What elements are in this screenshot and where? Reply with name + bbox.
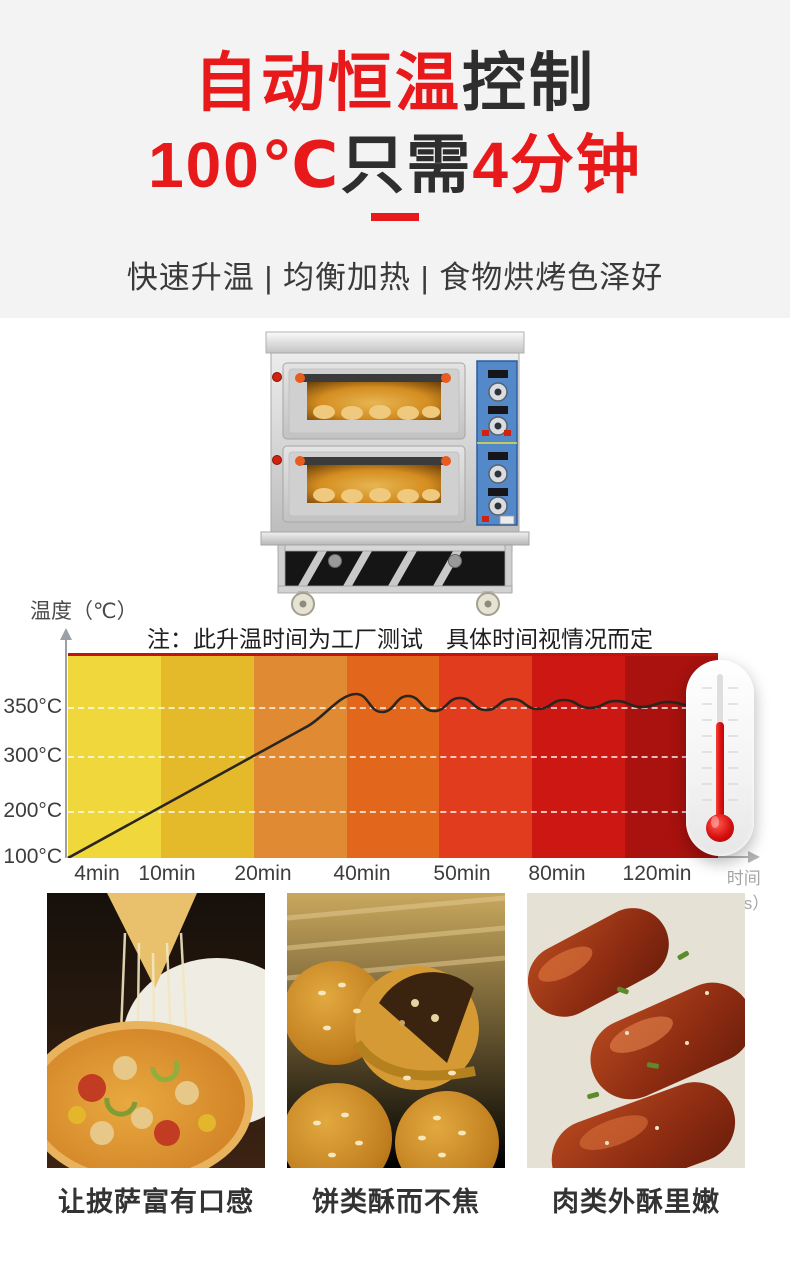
feature-caption: 让披萨富有口感 [58, 1187, 254, 1217]
page-title-line2: 100℃只需4分钟 [0, 114, 790, 206]
oven-deck-bottom [272, 445, 466, 523]
y-tick-300: 300°C [3, 744, 62, 767]
x-tick-80min: 80min [528, 862, 586, 885]
thermometer-icon [686, 660, 754, 856]
y-axis-line [65, 640, 67, 858]
y-tick-200: 200°C [3, 799, 62, 822]
page-title-line1: 自动恒温控制 [0, 32, 790, 124]
feature-caption: 肉类外酥里嫩 [552, 1187, 720, 1217]
oven-deck-top [272, 362, 466, 440]
y-tick-100: 100°C [3, 845, 62, 868]
x-tick-40min: 40min [333, 862, 391, 885]
subtitle: 快速升温 | 均衡加热 | 食物烘烤色泽好 [126, 260, 664, 295]
pastry-photo [287, 893, 505, 1168]
x-tick-20min: 20min [234, 862, 292, 885]
caster-wheels [291, 591, 500, 616]
gridline-200 [68, 811, 718, 813]
chart-area [68, 656, 719, 858]
x-tick-4min: 4min [74, 862, 120, 885]
oven-illustration [260, 331, 530, 616]
pizza-photo [47, 893, 265, 1168]
title2-red-b: 4分钟 [472, 129, 642, 201]
y-axis-arrow-icon [60, 628, 72, 640]
title1-red-text: 自动恒温 [194, 47, 462, 119]
gridline-300 [68, 756, 718, 758]
feature-caption: 饼类酥而不焦 [312, 1187, 480, 1217]
temperature-curve [68, 692, 718, 858]
x-tick-10min: 10min [138, 862, 196, 885]
chart-y-axis-label: 温度（℃） [30, 600, 138, 623]
x-tick-50min: 50min [433, 862, 491, 885]
x-tick-120min: 120min [622, 862, 692, 885]
feature-card [287, 893, 505, 1168]
red-dash-divider [371, 213, 419, 221]
title1-dark-text: 控制 [462, 47, 596, 119]
wings-photo [527, 893, 745, 1168]
feature-card [527, 893, 745, 1168]
title2-red-a: 100℃ [148, 129, 341, 201]
title2-dark-text: 只需 [340, 129, 473, 201]
chart-note: 注：此升温时间为工厂测试 具体时间视情况而定 [147, 626, 653, 652]
feature-card [47, 893, 265, 1168]
y-tick-350: 350°C [3, 695, 62, 718]
chart-top-border [68, 653, 718, 656]
x-axis-arrow-icon [748, 851, 760, 863]
header-section: 自动恒温控制 100℃只需4分钟 快速升温 | 均衡加热 | 食物烘烤色泽好 [0, 0, 790, 318]
control-panel [476, 360, 518, 526]
